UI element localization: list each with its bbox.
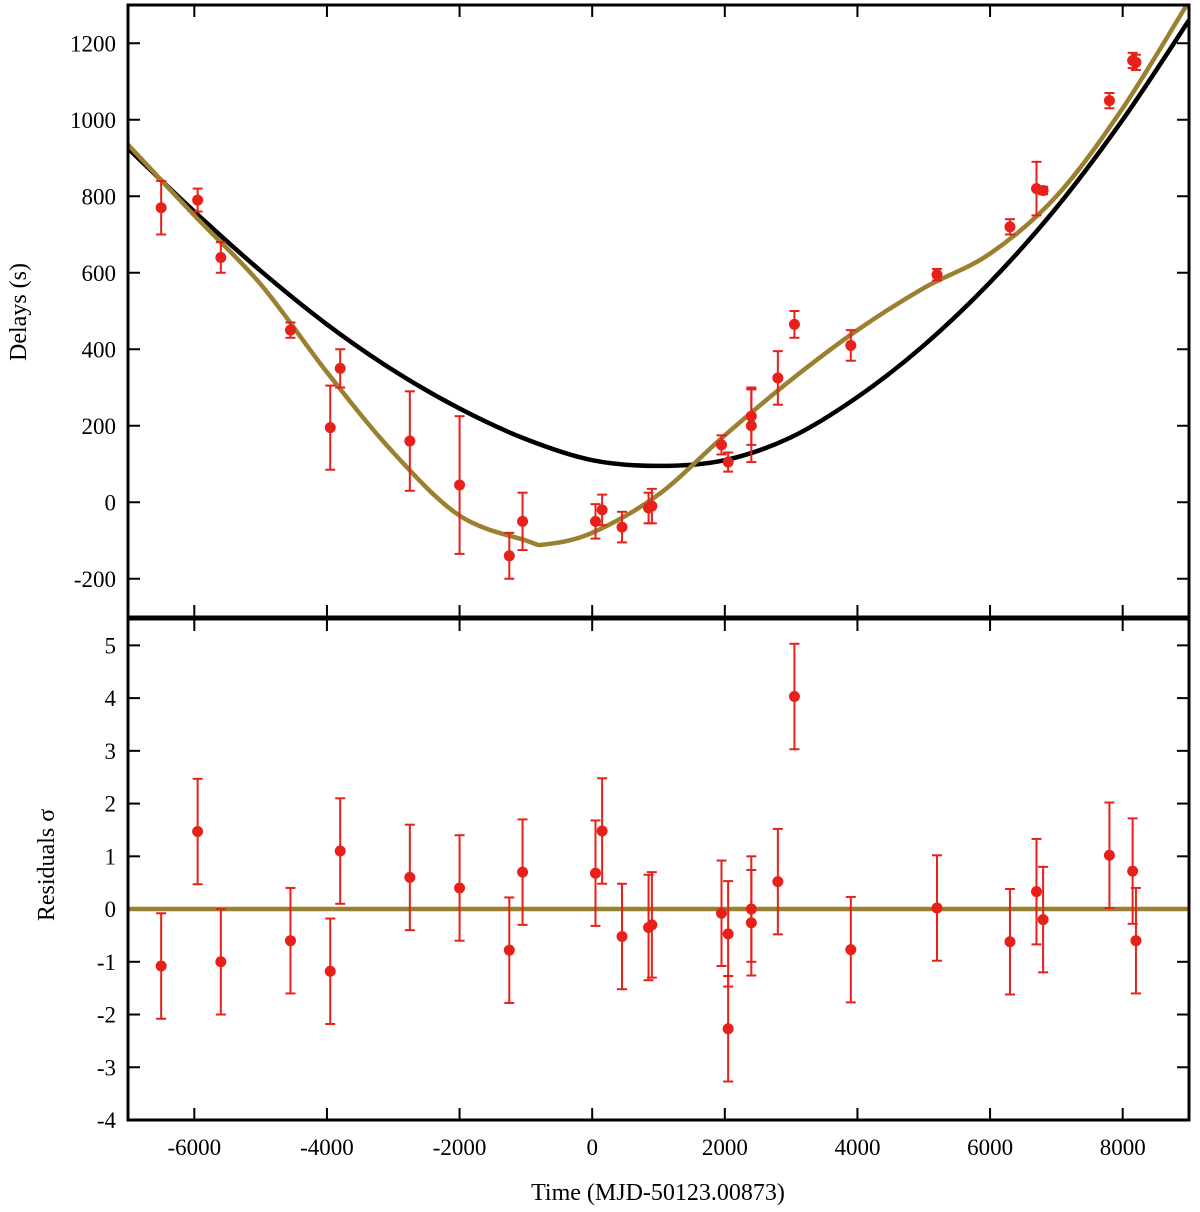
x-tick-label: 8000 bbox=[1100, 1135, 1146, 1160]
y-tick-label: 800 bbox=[82, 184, 117, 209]
data-point bbox=[745, 388, 757, 464]
data-point bbox=[324, 384, 336, 471]
data-point bbox=[192, 187, 204, 213]
data-point bbox=[1103, 91, 1115, 110]
data-point bbox=[324, 917, 336, 1026]
delays-frame bbox=[126, 3, 1191, 619]
x-tick-label: 2000 bbox=[702, 1135, 748, 1160]
data-point bbox=[745, 869, 757, 977]
data-point bbox=[334, 797, 346, 905]
data-point bbox=[616, 882, 628, 991]
data-point bbox=[1103, 801, 1115, 909]
data-point bbox=[215, 908, 227, 1016]
residuals-points bbox=[155, 642, 1142, 1083]
y-tick-label: 200 bbox=[82, 414, 117, 439]
data-point bbox=[1130, 53, 1142, 72]
delays-panel: -200 0 200 400 600 800 1000 1200 bbox=[70, 3, 1191, 619]
residuals-ticks bbox=[128, 619, 1189, 1121]
data-point bbox=[722, 451, 734, 473]
data-point bbox=[845, 895, 857, 1004]
y-tick-label: 1 bbox=[105, 844, 117, 869]
data-point bbox=[454, 834, 466, 942]
data-point bbox=[334, 348, 346, 389]
data-point bbox=[1037, 865, 1049, 974]
residuals-frame bbox=[126, 617, 1191, 1122]
data-point bbox=[616, 510, 628, 544]
y-tick-label: 1000 bbox=[70, 108, 116, 133]
data-point bbox=[517, 818, 529, 926]
data-point bbox=[284, 321, 296, 339]
delays-points bbox=[155, 51, 1142, 580]
data-point bbox=[404, 390, 416, 492]
data-point bbox=[454, 415, 466, 555]
y-tick-label: 4 bbox=[105, 686, 117, 711]
data-point bbox=[646, 487, 658, 525]
delays-y-axis-label: Delays (s) bbox=[6, 263, 32, 361]
x-axis-label: Time (MJD-50123.00873) bbox=[531, 1180, 785, 1206]
data-point bbox=[715, 859, 727, 968]
x-tick-label: 6000 bbox=[967, 1135, 1013, 1160]
x-tick-label: -2000 bbox=[433, 1135, 487, 1160]
delays-tick-labels: -200 0 200 400 600 800 1000 1200 bbox=[70, 31, 116, 592]
quadratic-model-line bbox=[128, 19, 1189, 469]
x-tick-label: 0 bbox=[586, 1135, 598, 1160]
data-point bbox=[788, 642, 800, 751]
data-point bbox=[1004, 218, 1016, 236]
y-tick-label: -2 bbox=[97, 1003, 116, 1028]
y-tick-label: 5 bbox=[105, 633, 117, 658]
y-tick-label: 3 bbox=[105, 739, 117, 764]
data-point bbox=[596, 777, 608, 885]
y-tick-label: 600 bbox=[82, 261, 117, 286]
data-point bbox=[215, 241, 227, 274]
y-tick-label: 400 bbox=[82, 337, 117, 362]
residuals-tick-labels: -4 -3 -2 -1 0 1 2 3 4 5 -6000 -4000 -2000 0 2000 4000 60… bbox=[97, 633, 1146, 1160]
data-point bbox=[1037, 185, 1049, 197]
y-tick-label: -1 bbox=[97, 950, 116, 975]
data-point bbox=[1127, 817, 1139, 925]
x-tick-label: 4000 bbox=[834, 1135, 880, 1160]
y-tick-label: -3 bbox=[97, 1055, 116, 1080]
x-tick-label: -4000 bbox=[300, 1135, 354, 1160]
data-point bbox=[715, 434, 727, 456]
delays-model-lines bbox=[128, 5, 1189, 548]
data-point bbox=[284, 886, 296, 995]
data-point bbox=[596, 493, 608, 527]
data-point bbox=[722, 975, 734, 1083]
y-tick-label: 2 bbox=[105, 792, 117, 817]
data-point bbox=[517, 491, 529, 552]
x-tick-label: -6000 bbox=[167, 1135, 221, 1160]
data-point bbox=[590, 503, 602, 540]
data-point bbox=[155, 912, 167, 1020]
data-point bbox=[722, 880, 734, 988]
data-point bbox=[931, 854, 943, 962]
y-tick-label: -200 bbox=[74, 567, 116, 592]
data-point bbox=[646, 871, 658, 979]
data-point bbox=[931, 267, 943, 282]
data-point bbox=[404, 823, 416, 932]
data-point bbox=[503, 531, 515, 580]
residuals-y-axis-label: Residuals σ bbox=[34, 809, 60, 921]
data-point bbox=[1004, 888, 1016, 996]
residuals-panel: -4 -3 -2 -1 0 1 2 3 4 5 -6000 -4000 -2000 0 2000 4000 60… bbox=[97, 617, 1191, 1160]
data-point bbox=[845, 329, 857, 362]
data-point bbox=[192, 777, 204, 886]
y-tick-label: 0 bbox=[105, 490, 117, 515]
data-point bbox=[788, 310, 800, 339]
full-model-line bbox=[128, 5, 1189, 548]
data-point bbox=[155, 179, 167, 236]
y-tick-label: 0 bbox=[105, 897, 117, 922]
delays-ticks bbox=[128, 5, 1189, 617]
data-point bbox=[772, 827, 784, 936]
data-point bbox=[590, 819, 602, 927]
y-tick-label: -4 bbox=[97, 1108, 117, 1133]
data-point bbox=[1130, 886, 1142, 995]
data-point bbox=[772, 350, 784, 406]
data-point bbox=[503, 896, 515, 1004]
data-point bbox=[1030, 837, 1042, 946]
y-tick-label: 1200 bbox=[70, 31, 116, 56]
